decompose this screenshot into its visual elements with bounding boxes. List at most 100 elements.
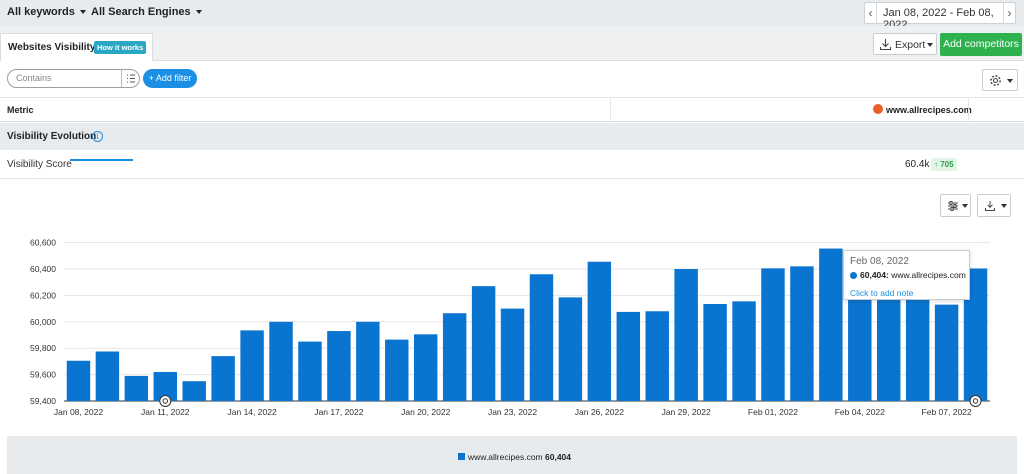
x-tick-label: Jan 08, 2022 xyxy=(54,407,103,417)
marker-circle xyxy=(159,395,172,407)
chart-bar[interactable] xyxy=(182,381,206,401)
chart-bar[interactable] xyxy=(703,303,727,401)
chart-bar[interactable] xyxy=(732,301,756,401)
sub-toolbar: Websites Visibility How it works xyxy=(0,26,1024,61)
y-tick-label: 59,600 xyxy=(30,370,56,380)
chart-bar[interactable] xyxy=(298,341,322,401)
chart-bar[interactable] xyxy=(124,375,149,401)
tab-websites-visibility[interactable]: Websites Visibility How it works xyxy=(0,33,153,61)
chart-bar[interactable] xyxy=(471,286,496,401)
metric-header: Metric xyxy=(7,105,34,115)
chart-bar[interactable] xyxy=(587,261,612,401)
chart-bar[interactable] xyxy=(558,297,583,401)
chart-bar[interactable] xyxy=(529,274,554,401)
chart-bar[interactable] xyxy=(616,311,641,401)
chart-options-button[interactable] xyxy=(940,194,971,217)
caret-down-icon xyxy=(79,10,86,15)
download-icon xyxy=(985,201,995,211)
keywords-dropdown-label: All keywords xyxy=(7,6,75,18)
chart-bar[interactable] xyxy=(905,292,930,401)
settings-button[interactable] xyxy=(982,69,1018,91)
visibility-evolution-header: Visibility Evolution i xyxy=(0,123,1024,150)
info-icon[interactable]: i xyxy=(92,131,103,142)
caret-down-icon xyxy=(1007,79,1013,83)
x-tick-label: Jan 26, 2022 xyxy=(575,407,624,417)
chart-legend: www.allrecipes.com 60,404 xyxy=(7,436,1017,474)
chart-bar[interactable] xyxy=(645,311,669,401)
export-label: Export xyxy=(895,39,926,51)
y-tick-label: 59,800 xyxy=(30,343,56,353)
visibility-score-value: 60.4k xyxy=(905,159,930,170)
caret-down-icon xyxy=(962,204,968,208)
contains-filter-input[interactable]: Contains xyxy=(7,69,140,88)
chart-bar[interactable] xyxy=(356,321,380,401)
chart-bar[interactable] xyxy=(95,351,120,402)
legend-series-name: www.allrecipes.com xyxy=(468,452,543,462)
competitor-header: www.allrecipes.com xyxy=(873,104,972,115)
y-tick-label: 60,600 xyxy=(30,238,56,248)
how-it-works-badge[interactable]: How it works xyxy=(94,41,147,54)
chevron-left-icon[interactable]: ‹ xyxy=(865,3,877,23)
visibility-score-change: ↑ 705 xyxy=(931,158,957,171)
add-competitors-button[interactable]: Add competitors xyxy=(940,33,1022,56)
download-icon xyxy=(879,39,892,51)
top-toolbar: All keywords All Search Engines ‹ Jan 08… xyxy=(0,0,1024,31)
legend-item[interactable]: www.allrecipes.com 60,404 xyxy=(458,452,571,462)
chart-bar[interactable] xyxy=(442,313,467,401)
section-title: Visibility Evolution xyxy=(7,131,97,142)
chart-bar[interactable] xyxy=(66,360,91,401)
y-tick-label: 60,200 xyxy=(30,290,56,300)
search-engines-dropdown[interactable]: All Search Engines xyxy=(91,6,202,18)
caret-down-icon xyxy=(1001,204,1007,208)
chart-bar[interactable] xyxy=(934,304,959,401)
list-filter-icon[interactable] xyxy=(121,70,139,87)
filter-row: Contains + Add filter xyxy=(0,61,1024,98)
y-tick-label: 59,400 xyxy=(30,396,56,406)
chart-bar[interactable] xyxy=(500,308,525,401)
tooltip-row: 60,404: www.allrecipes.com xyxy=(850,270,966,280)
x-tick-label: Feb 04, 2022 xyxy=(835,407,885,417)
x-tick-label: Jan 11, 2022 xyxy=(141,407,190,417)
chart-bar[interactable] xyxy=(211,356,235,401)
chart-bar[interactable] xyxy=(385,339,409,401)
chart-bar[interactable] xyxy=(153,371,178,401)
chart-bar[interactable] xyxy=(240,330,264,401)
chart-bar[interactable] xyxy=(790,266,814,401)
tooltip-site: www.allrecipes.com xyxy=(891,270,966,280)
caret-down-icon xyxy=(195,10,202,15)
site-favicon-icon xyxy=(873,104,883,114)
x-tick-label: Jan 20, 2022 xyxy=(401,407,450,417)
x-tick-label: Feb 07, 2022 xyxy=(922,407,972,417)
x-tick-label: Jan 29, 2022 xyxy=(662,407,711,417)
y-tick-label: 60,000 xyxy=(30,317,56,327)
date-range-picker[interactable]: ‹ Jan 08, 2022 - Feb 08, 2022 › xyxy=(864,2,1016,31)
contains-placeholder: Contains xyxy=(16,73,52,83)
add-note-link[interactable]: Click to add note xyxy=(850,288,914,298)
chart-bar[interactable] xyxy=(963,268,988,401)
x-tick-label: Jan 17, 2022 xyxy=(314,407,363,417)
y-tick-label: 60,400 xyxy=(30,264,56,274)
x-tick-label: Jan 14, 2022 xyxy=(228,407,277,417)
metric-header-row: Metric www.allrecipes.com xyxy=(0,98,1024,122)
marker-circle xyxy=(969,395,982,407)
chart-bar[interactable] xyxy=(761,268,785,401)
chart-bar[interactable] xyxy=(674,269,698,401)
chart-bar[interactable] xyxy=(269,321,293,401)
chart-bar[interactable] xyxy=(327,331,351,401)
chart-bar[interactable] xyxy=(413,334,438,401)
keywords-dropdown[interactable]: All keywords xyxy=(7,6,86,18)
series-line-indicator xyxy=(70,159,133,161)
chart-tooltip: Feb 08, 2022 60,404: www.allrecipes.com … xyxy=(843,250,970,300)
chart-bar[interactable] xyxy=(876,292,901,401)
search-engines-dropdown-label: All Search Engines xyxy=(91,6,191,18)
add-filter-button[interactable]: + Add filter xyxy=(143,69,197,88)
annotation-marker-icon xyxy=(159,395,172,407)
chart-bar[interactable] xyxy=(819,248,843,401)
chart-download-button[interactable] xyxy=(977,194,1011,217)
chevron-right-icon[interactable]: › xyxy=(1003,3,1015,23)
visibility-score-label: Visibility Score xyxy=(7,159,72,170)
export-button[interactable]: Export xyxy=(873,33,937,55)
chart-bar[interactable] xyxy=(848,292,872,401)
caret-down-icon xyxy=(927,43,933,47)
column-divider xyxy=(610,98,611,122)
